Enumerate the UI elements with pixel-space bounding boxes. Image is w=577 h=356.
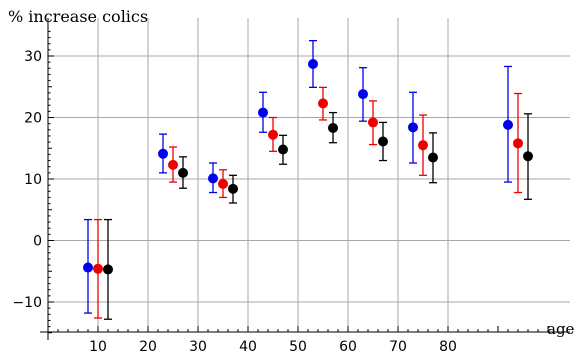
series-1	[93, 86, 523, 319]
data-point-2-7	[523, 151, 533, 162]
data-point-0-1	[158, 148, 168, 159]
data-point-1-7	[513, 138, 523, 149]
data-point-0-3	[258, 107, 268, 118]
x-tick-label-30: 30	[189, 339, 207, 355]
data-point-2-4	[328, 122, 338, 133]
data-point-0-4	[308, 58, 318, 69]
x-tick-label-40: 40	[239, 339, 257, 355]
data-point-1-1	[168, 159, 178, 170]
data-point-0-6	[408, 122, 418, 133]
y-axis-label: % increase colics	[8, 7, 148, 26]
data-point-2-1	[178, 167, 188, 178]
data-point-2-5	[378, 136, 388, 147]
y-tick-label-0: 0	[33, 234, 42, 250]
data-point-2-6	[428, 152, 438, 163]
x-tick-label-80: 80	[439, 339, 457, 355]
data-point-0-0	[83, 262, 93, 273]
data-point-2-3	[278, 144, 288, 155]
series-0	[83, 39, 513, 314]
x-axis-label: age	[547, 320, 575, 338]
data-point-1-6	[418, 140, 428, 151]
data-point-2-2	[228, 183, 238, 194]
data-point-1-0	[93, 263, 103, 274]
data-point-2-0	[103, 264, 113, 275]
data-point-0-7	[503, 119, 513, 130]
x-tick-label-10: 10	[89, 339, 107, 355]
x-tick-label-70: 70	[389, 339, 407, 355]
data-point-0-5	[358, 89, 368, 100]
data-point-1-3	[268, 129, 278, 140]
series-2	[103, 111, 533, 320]
x-tick-label-50: 50	[289, 339, 307, 355]
y-tick-label-10: 10	[24, 172, 42, 188]
y-tick-label-20: 20	[24, 111, 42, 127]
data-point-1-5	[368, 117, 378, 128]
axes: −10 0 10 20 30 10 20 30 40 50 60 70 80	[12, 18, 570, 355]
x-tick-label-60: 60	[339, 339, 357, 355]
data-point-1-4	[318, 98, 328, 109]
y-tick-label--10: −10	[12, 295, 42, 311]
grid-lines	[48, 18, 570, 332]
x-tick-label-20: 20	[139, 339, 157, 355]
data-series	[83, 39, 533, 320]
y-tick-label-30: 30	[24, 49, 42, 65]
data-point-1-2	[218, 178, 228, 189]
data-point-0-2	[208, 173, 218, 184]
